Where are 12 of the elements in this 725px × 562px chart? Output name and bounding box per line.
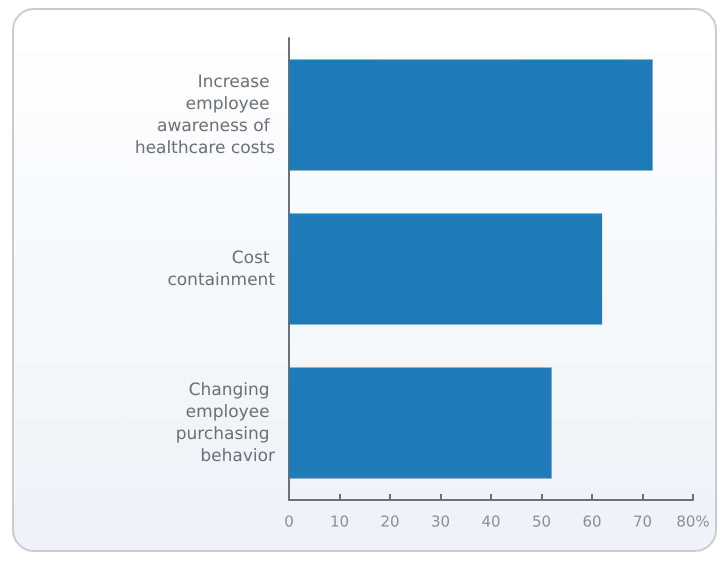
x-tick-label: 30 bbox=[430, 512, 450, 530]
x-tick-label: 70 bbox=[632, 512, 652, 530]
x-tick-label: 50 bbox=[532, 512, 552, 530]
x-tick-label: 20 bbox=[380, 512, 400, 530]
y-tick-label: Increase employee awareness of healthcare costs bbox=[134, 72, 276, 158]
x-tick-label: 80% bbox=[676, 512, 710, 530]
x-tick-label: 0 bbox=[284, 512, 294, 530]
x-tick-label: 40 bbox=[481, 512, 501, 530]
y-tick-label: Changing employee purchasing behavior bbox=[176, 380, 275, 466]
x-tick-label: 10 bbox=[330, 512, 350, 530]
x-tick-label: 60 bbox=[582, 512, 602, 530]
y-tick-label: Cost containment bbox=[167, 248, 276, 290]
